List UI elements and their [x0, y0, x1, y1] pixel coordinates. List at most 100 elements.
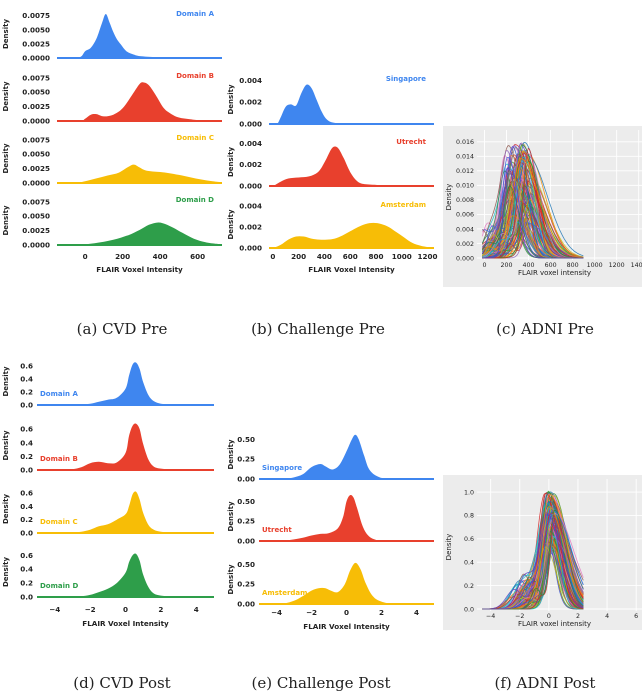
- b-series-singapore-area: [269, 84, 434, 124]
- e-row0-ylabel: Density: [227, 439, 235, 469]
- b-row2-ytick-label: 0.004: [239, 202, 262, 211]
- e-xtick-label: 4: [414, 608, 419, 617]
- b-row0-ylabel: Density: [227, 84, 235, 114]
- d-row3-ytick-label: 0.4: [20, 565, 33, 574]
- d-series-domain-b-area: [37, 423, 214, 470]
- a-row1-ytick-label: 0.0000: [22, 117, 50, 126]
- c-density-curve: [482, 147, 584, 259]
- e-xlabel: FLAIR Voxel Intensity: [303, 622, 390, 631]
- e-series-utrecht-area: [259, 494, 434, 541]
- c-xtick-label: 1200: [609, 262, 625, 269]
- e-series-amsterdam-area: [259, 562, 434, 604]
- d-xtick-label: 0: [123, 605, 128, 614]
- c-xtick-label: 600: [545, 262, 557, 269]
- a-row3-ytick-label: 0.0075: [22, 197, 50, 206]
- c-xtick-label: 400: [523, 262, 535, 269]
- b-series-label: Amsterdam: [381, 201, 426, 209]
- e-row1-ylabel: Density: [227, 501, 235, 531]
- c-ytick-label: 0.014: [456, 154, 474, 161]
- caption-d: (d) CVD Post: [73, 674, 171, 692]
- e-series-singapore-area: [259, 434, 434, 479]
- d-row1-ytick-label: 0.4: [20, 438, 33, 447]
- e-row2-ytick-label: 0.25: [237, 580, 255, 589]
- c-ytick-label: 0.004: [456, 226, 474, 233]
- a-row1-ylabel: Density: [2, 81, 10, 111]
- d-series-domain-a-area: [37, 362, 214, 405]
- a-row0-ylabel: Density: [2, 19, 10, 49]
- a-xtick-label: 0: [83, 252, 88, 261]
- d-row0-ytick-label: 0.2: [20, 387, 33, 396]
- f-ytick-label: 0.0: [464, 606, 474, 613]
- a-row0-ytick-label: 0.0000: [22, 54, 50, 63]
- d-series-label: Domain B: [40, 455, 78, 463]
- e-row2-ylabel: Density: [227, 564, 235, 594]
- e-row1-ytick-label: 0.00: [237, 537, 255, 546]
- d-xtick-label: 2: [158, 605, 163, 614]
- f-ytick-label: 0.2: [464, 583, 474, 590]
- c-density-curve: [482, 158, 584, 258]
- d-row0-ylabel: Density: [2, 366, 10, 396]
- e-series-label: Utrecht: [262, 526, 292, 534]
- caption-e: (e) Challenge Post: [251, 674, 391, 692]
- c-ytick-label: 0.008: [456, 197, 474, 204]
- d-row1-ytick-label: 0.6: [20, 425, 33, 434]
- b-series-label: Utrecht: [396, 138, 426, 146]
- d-row1-ylabel: Density: [2, 430, 10, 460]
- caption-a: (a) CVD Pre: [76, 320, 168, 338]
- a-xtick-label: 400: [153, 252, 168, 261]
- c-xtick-label: 0: [482, 262, 486, 269]
- e-xtick-label: 2: [379, 608, 384, 617]
- b-xtick-label: 0: [270, 252, 275, 261]
- d-series-domain-d-area: [37, 553, 214, 597]
- a-row0-ytick-label: 0.0050: [22, 25, 50, 34]
- f-ytick-label: 0.6: [464, 536, 474, 543]
- f-density-curve: [482, 513, 584, 610]
- a-row3-ytick-label: 0.0025: [22, 226, 50, 235]
- f-ytick-label: 1.0: [464, 489, 474, 496]
- b-row0-ytick-label: 0.004: [239, 76, 262, 85]
- e-row1-ytick-label: 0.50: [237, 497, 255, 506]
- a-row2-ytick-label: 0.0025: [22, 164, 50, 173]
- d-row2-ytick-label: 0.0: [20, 529, 33, 538]
- d-row2-ytick-label: 0.4: [20, 502, 33, 511]
- e-series-label: Singapore: [262, 464, 302, 472]
- a-series-label: Domain A: [176, 10, 214, 18]
- d-row1-ytick-label: 0.0: [20, 466, 33, 475]
- b-series-amsterdam-area: [269, 222, 434, 248]
- d-row3-ytick-label: 0.0: [20, 593, 33, 602]
- d-row3-ylabel: Density: [2, 557, 10, 587]
- f-xlabel: FLAIR voxel intensity: [518, 620, 591, 628]
- b-xtick-label: 200: [291, 252, 306, 261]
- a-xlabel: FLAIR Voxel Intensity: [96, 265, 183, 274]
- b-xtick-label: 800: [368, 252, 383, 261]
- f-xtick-label: 6: [634, 613, 638, 620]
- a-xtick-label: 600: [190, 252, 205, 261]
- b-row1-ylabel: Density: [227, 147, 235, 177]
- c-density-curve: [482, 153, 584, 258]
- d-xtick-label: −2: [85, 605, 96, 614]
- a-row0-ytick-label: 0.0025: [22, 39, 50, 48]
- a-row2-ytick-label: 0.0000: [22, 179, 50, 188]
- d-xtick-label: −4: [49, 605, 60, 614]
- b-row1-ytick-label: 0.002: [239, 160, 262, 169]
- c-xtick-label: 200: [501, 262, 513, 269]
- d-row0-ytick-label: 0.4: [20, 374, 33, 383]
- c-ytick-label: 0.000: [456, 255, 474, 262]
- a-row3-ytick-label: 0.0050: [22, 212, 50, 221]
- a-row2-ylabel: Density: [2, 143, 10, 173]
- e-row2-ytick-label: 0.00: [237, 600, 255, 609]
- a-row1-ytick-label: 0.0075: [22, 73, 50, 82]
- a-row1-ytick-label: 0.0025: [22, 102, 50, 111]
- e-row0-ytick-label: 0.25: [237, 455, 255, 464]
- e-xtick-label: −4: [271, 608, 282, 617]
- d-row3-ytick-label: 0.2: [20, 579, 33, 588]
- a-series-domain-b-area: [57, 82, 222, 121]
- d-row0-ytick-label: 0.0: [20, 401, 33, 410]
- f-ytick-label: 0.8: [464, 513, 474, 520]
- b-xtick-label: 1200: [418, 252, 438, 261]
- b-row2-ytick-label: 0.002: [239, 223, 262, 232]
- b-row2-ytick-label: 0.000: [239, 244, 262, 253]
- c-xtick-label: 1400: [631, 262, 642, 269]
- b-xtick-label: 1000: [392, 252, 412, 261]
